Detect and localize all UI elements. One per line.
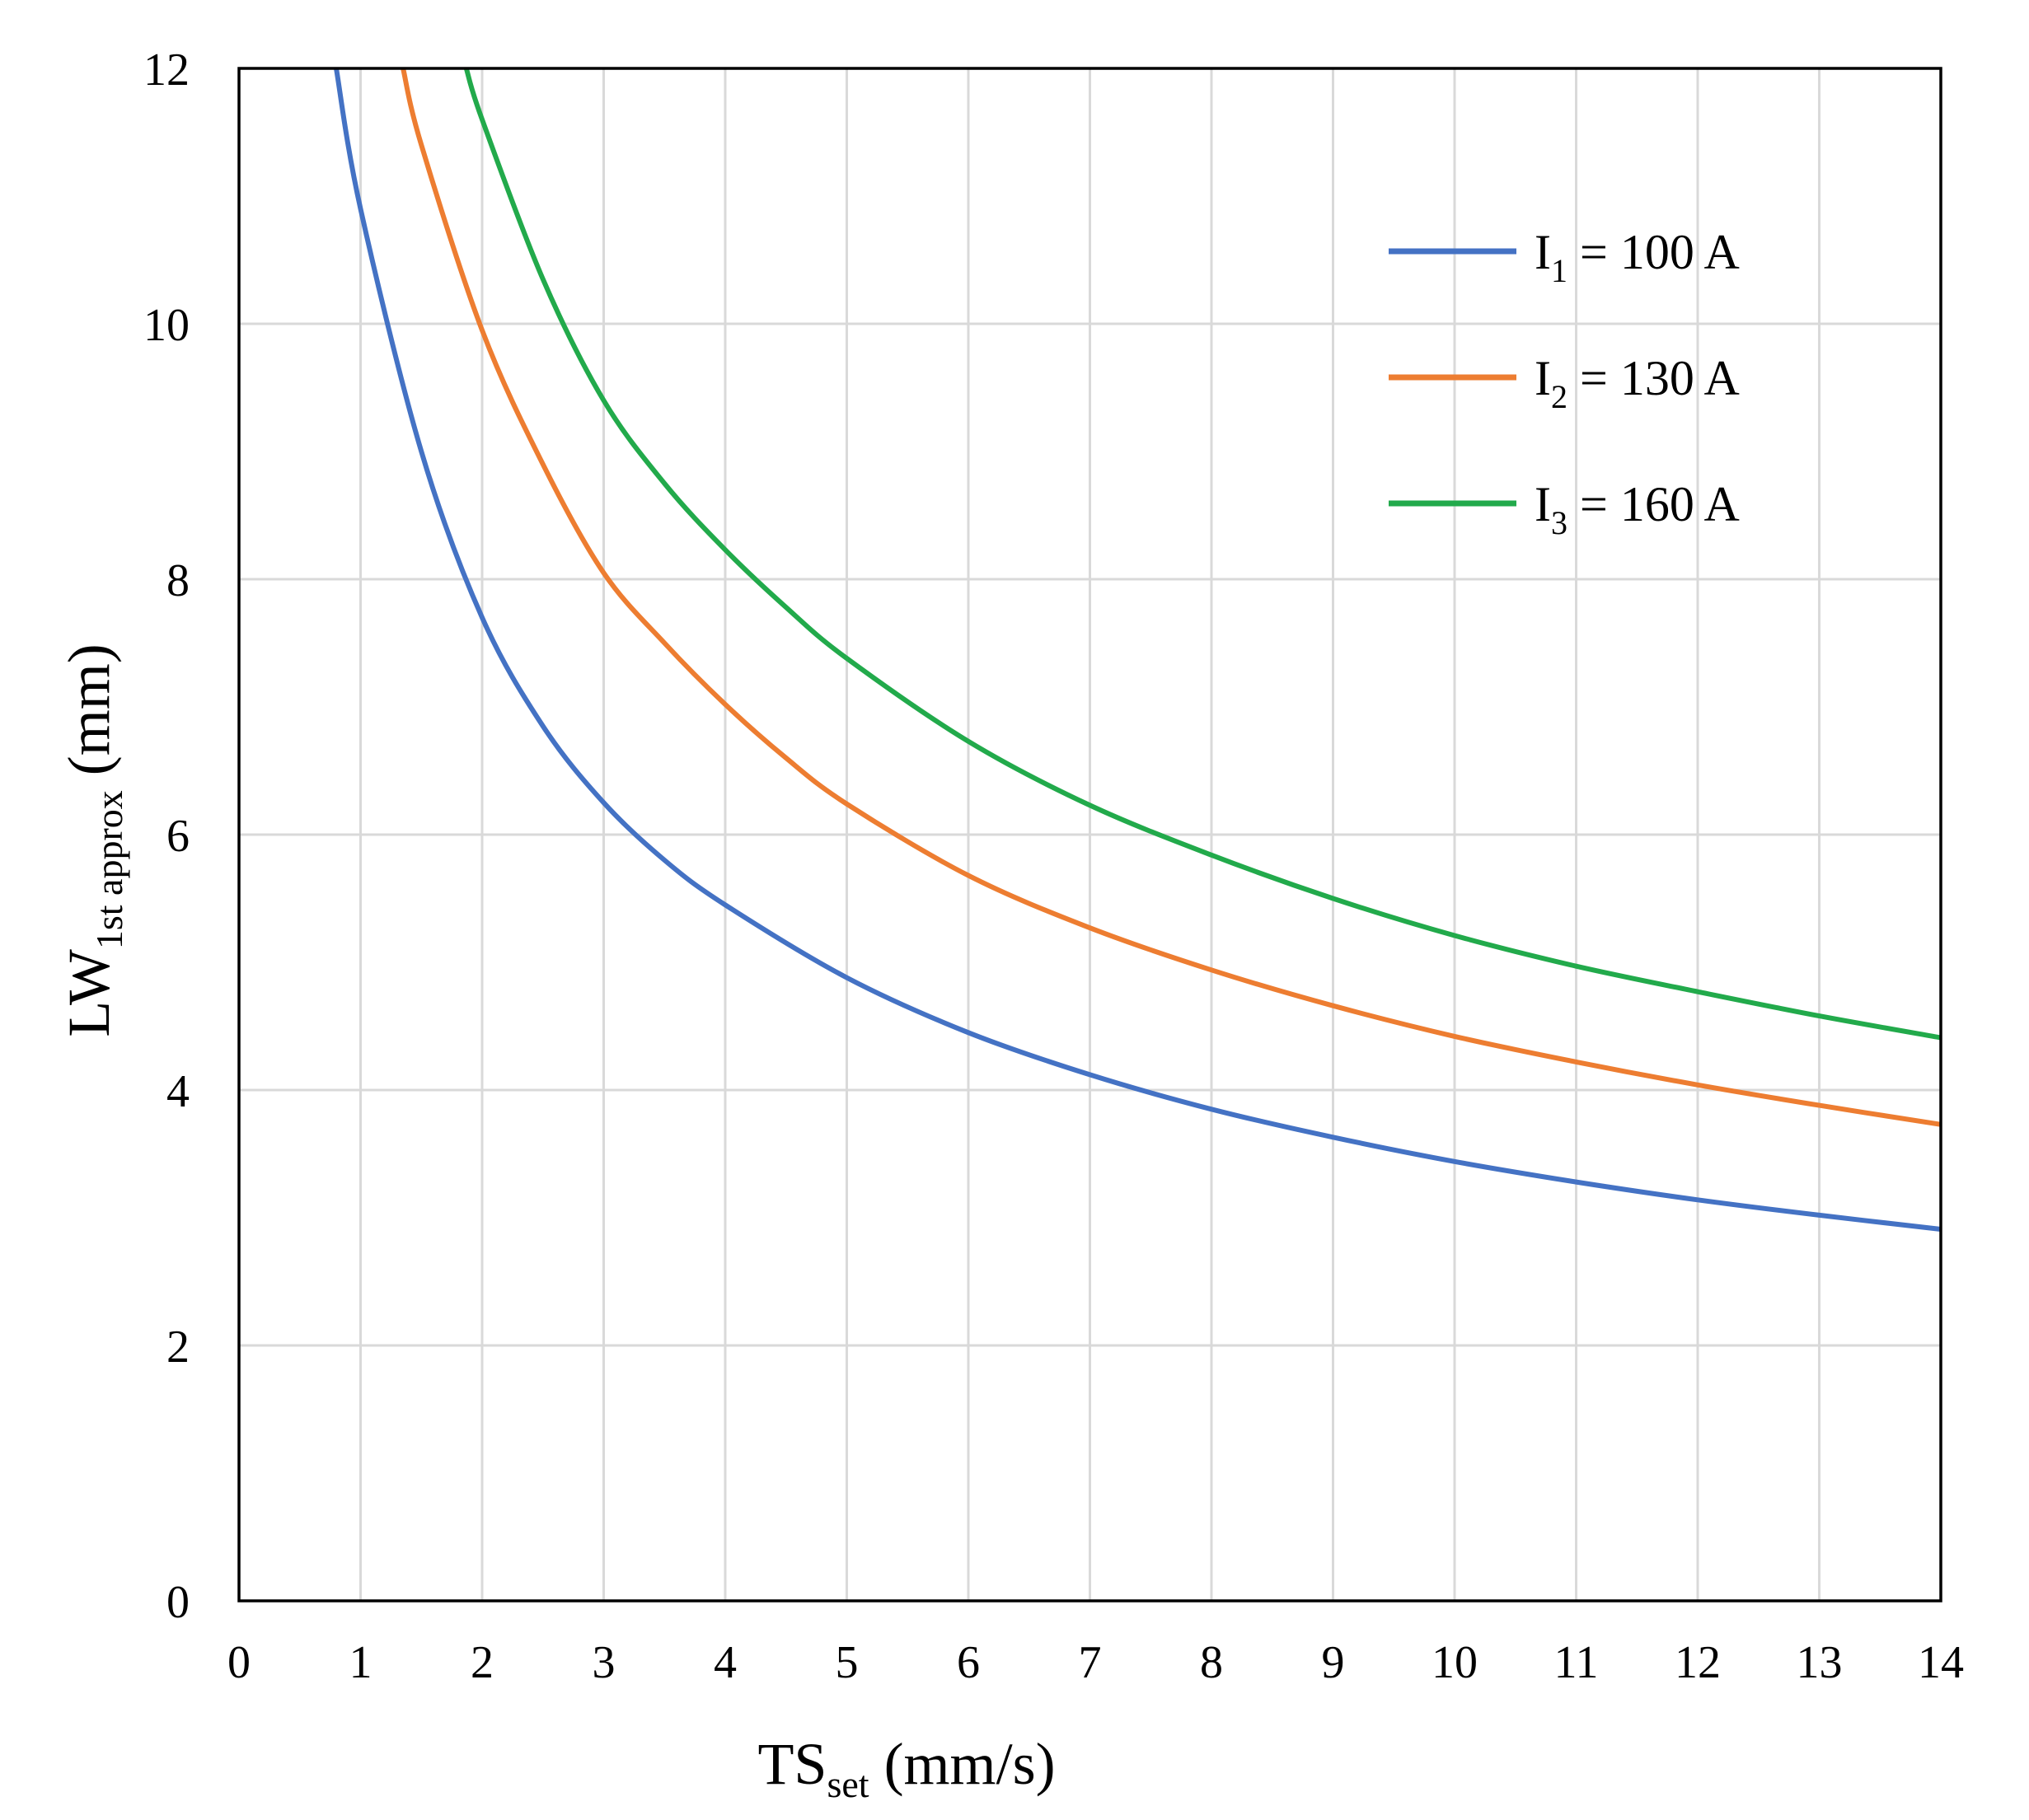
series-line-2 — [401, 68, 1942, 1127]
y-tick-label: 12 — [143, 44, 190, 96]
series-line-1 — [334, 68, 1942, 1232]
x-tick-label: 9 — [1322, 1637, 1345, 1688]
x-tick-label: 14 — [1918, 1637, 1964, 1688]
x-axis-title-sub: set — [827, 1763, 869, 1805]
x-tick-label: 0 — [227, 1637, 251, 1688]
y-axis-title: LW1st approx (mm) — [56, 643, 130, 1036]
x-tick-label: 2 — [471, 1637, 494, 1688]
x-axis-title: TSset (mm/s) — [757, 1731, 1055, 1805]
series-line-3 — [463, 68, 1942, 1041]
plot-area-border — [237, 67, 1942, 1602]
y-tick-label: 6 — [166, 811, 190, 862]
y-axis-tick-labels: 0 2 4 6 8 10 12 — [143, 44, 190, 1628]
x-axis-tick-labels: 0 1 2 3 4 5 6 7 8 9 10 11 12 13 14 — [227, 1637, 1964, 1688]
legend-label-1: I1 = 100 A — [1535, 225, 1740, 289]
x-tick-label: 4 — [714, 1637, 737, 1688]
x-tick-label: 3 — [593, 1637, 616, 1688]
x-axis-title-main: TS — [757, 1731, 827, 1797]
x-axis-title-units: (mm/s) — [869, 1731, 1056, 1797]
x-tick-label: 5 — [836, 1637, 859, 1688]
legend-label-2: I2 = 130 A — [1535, 351, 1740, 415]
y-axis-title-main: LW — [56, 949, 122, 1037]
y-tick-label: 4 — [166, 1066, 190, 1117]
y-axis-title-units: (mm) — [56, 643, 122, 790]
x-tick-label: 8 — [1200, 1637, 1223, 1688]
x-tick-label: 1 — [349, 1637, 373, 1688]
y-tick-label: 0 — [166, 1577, 190, 1628]
legend: I1 = 100 A I2 = 130 A I3 = 160 A — [1389, 225, 1740, 541]
x-tick-label: 13 — [1797, 1637, 1843, 1688]
y-tick-label: 10 — [143, 300, 190, 351]
y-tick-label: 8 — [166, 555, 190, 606]
y-tick-label: 2 — [166, 1322, 190, 1373]
x-tick-label: 11 — [1554, 1637, 1599, 1688]
series-lines — [334, 68, 1942, 1232]
x-tick-label: 10 — [1432, 1637, 1478, 1688]
legend-label-3: I3 = 160 A — [1535, 477, 1740, 541]
y-axis-title-sub: 1st approx — [88, 790, 130, 949]
x-tick-label: 6 — [957, 1637, 980, 1688]
x-tick-label: 12 — [1675, 1637, 1721, 1688]
x-tick-label: 7 — [1079, 1637, 1102, 1688]
